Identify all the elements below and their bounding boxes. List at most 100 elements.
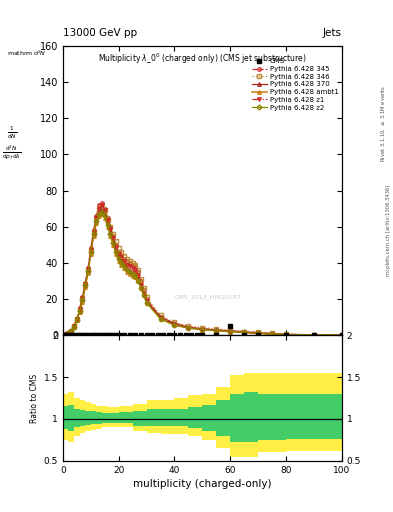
CMS xyxy=(195,332,199,338)
Pythia 6.428 z2 xyxy=(63,331,68,337)
CMS xyxy=(83,332,88,338)
Pythia 6.428 345 xyxy=(75,316,79,322)
Pythia 6.428 345 xyxy=(108,224,113,230)
Pythia 6.428 z1 xyxy=(83,281,88,287)
Pythia 6.428 370 xyxy=(88,249,93,255)
Pythia 6.428 z2 xyxy=(133,272,138,279)
Pythia 6.428 346 xyxy=(214,326,219,332)
Pythia 6.428 346 xyxy=(122,252,127,259)
Pythia 6.428 345 xyxy=(141,287,146,293)
Pythia 6.428 z2 xyxy=(83,283,88,289)
Pythia 6.428 z1 xyxy=(158,315,163,321)
Pythia 6.428 z1 xyxy=(312,332,316,338)
Pythia 6.428 346 xyxy=(242,328,247,334)
Pythia 6.428 370 xyxy=(94,218,99,224)
Pythia 6.428 345 xyxy=(66,330,71,336)
Pythia 6.428 z1 xyxy=(340,332,344,338)
Pythia 6.428 345 xyxy=(125,258,129,264)
Pythia 6.428 z1 xyxy=(66,330,71,336)
Pythia 6.428 370 xyxy=(114,247,118,253)
Pythia 6.428 z2 xyxy=(99,209,104,216)
Pythia 6.428 z2 xyxy=(69,328,73,334)
Pythia 6.428 z1 xyxy=(125,262,129,268)
Pythia 6.428 370 xyxy=(139,283,143,289)
CMS xyxy=(69,332,73,338)
Pythia 6.428 z1 xyxy=(91,229,96,235)
Pythia 6.428 370 xyxy=(127,267,132,273)
Pythia 6.428 z2 xyxy=(125,267,129,273)
Pythia 6.428 ambt1 xyxy=(99,211,104,217)
Pythia 6.428 370 xyxy=(77,308,82,314)
Pythia 6.428 345 xyxy=(144,296,149,302)
Pythia 6.428 345 xyxy=(172,321,177,327)
Pythia 6.428 ambt1 xyxy=(200,327,205,333)
Pythia 6.428 345 xyxy=(83,280,88,286)
CMS xyxy=(88,332,93,338)
Text: Jets: Jets xyxy=(323,28,342,38)
Pythia 6.428 ambt1 xyxy=(122,265,127,271)
Pythia 6.428 ambt1 xyxy=(97,213,101,219)
Pythia 6.428 ambt1 xyxy=(256,330,261,336)
Pythia 6.428 z2 xyxy=(284,331,288,337)
Pythia 6.428 z1 xyxy=(86,266,90,272)
Pythia 6.428 ambt1 xyxy=(119,262,124,268)
Pythia 6.428 346 xyxy=(69,328,73,334)
CMS xyxy=(133,332,138,338)
Legend: CMS, Pythia 6.428 345, Pythia 6.428 346, Pythia 6.428 370, Pythia 6.428 ambt1, P: CMS, Pythia 6.428 345, Pythia 6.428 346,… xyxy=(252,58,338,111)
Pythia 6.428 370 xyxy=(158,314,163,320)
Pythia 6.428 346 xyxy=(158,312,163,318)
Pythia 6.428 346 xyxy=(88,247,93,253)
Pythia 6.428 345 xyxy=(122,256,127,262)
Pythia 6.428 370 xyxy=(256,330,261,336)
Pythia 6.428 ambt1 xyxy=(83,284,88,290)
Pythia 6.428 z1 xyxy=(284,331,288,337)
Pythia 6.428 ambt1 xyxy=(105,224,110,230)
Pythia 6.428 345 xyxy=(139,278,143,284)
Pythia 6.428 346 xyxy=(86,267,90,273)
CMS xyxy=(228,323,233,329)
Pythia 6.428 ambt1 xyxy=(144,300,149,306)
Pythia 6.428 346 xyxy=(66,330,71,336)
Pythia 6.428 345 xyxy=(63,331,68,337)
Pythia 6.428 z2 xyxy=(228,328,233,334)
Pythia 6.428 346 xyxy=(75,316,79,322)
Pythia 6.428 ambt1 xyxy=(77,309,82,315)
Pythia 6.428 ambt1 xyxy=(111,242,116,248)
Pythia 6.428 370 xyxy=(111,238,116,244)
Pythia 6.428 z2 xyxy=(214,328,219,334)
Pythia 6.428 346 xyxy=(144,294,149,300)
Pythia 6.428 z1 xyxy=(114,244,118,250)
CMS xyxy=(161,332,166,338)
Pythia 6.428 346 xyxy=(136,267,141,273)
Pythia 6.428 370 xyxy=(97,209,101,216)
Pythia 6.428 346 xyxy=(72,323,76,329)
Pythia 6.428 346 xyxy=(172,319,177,326)
Pythia 6.428 346 xyxy=(139,276,143,282)
Pythia 6.428 346 xyxy=(111,231,116,237)
Pythia 6.428 z1 xyxy=(119,254,124,261)
CMS xyxy=(116,332,121,338)
Pythia 6.428 z2 xyxy=(80,297,85,303)
Pythia 6.428 345 xyxy=(86,265,90,271)
Pythia 6.428 370 xyxy=(200,326,205,332)
Pythia 6.428 z2 xyxy=(75,317,79,323)
Pythia 6.428 ambt1 xyxy=(94,220,99,226)
Pythia 6.428 345 xyxy=(228,328,233,334)
Pythia 6.428 345 xyxy=(111,232,116,239)
Pythia 6.428 z2 xyxy=(130,271,135,277)
CMS xyxy=(66,332,71,338)
CMS xyxy=(80,332,85,338)
Pythia 6.428 z2 xyxy=(256,330,261,336)
Pythia 6.428 z2 xyxy=(108,231,113,237)
Pythia 6.428 ambt1 xyxy=(284,331,288,337)
Pythia 6.428 ambt1 xyxy=(270,331,275,337)
Pythia 6.428 345 xyxy=(105,215,110,221)
Pythia 6.428 z1 xyxy=(75,316,79,322)
Pythia 6.428 ambt1 xyxy=(108,232,113,239)
Text: mcplots.cern.ch [arXiv:1306.3436]: mcplots.cern.ch [arXiv:1306.3436] xyxy=(386,185,391,276)
Pythia 6.428 ambt1 xyxy=(72,324,76,330)
Pythia 6.428 ambt1 xyxy=(125,269,129,275)
CMS xyxy=(312,332,316,338)
Pythia 6.428 z1 xyxy=(256,330,261,336)
Pythia 6.428 z2 xyxy=(242,329,247,335)
